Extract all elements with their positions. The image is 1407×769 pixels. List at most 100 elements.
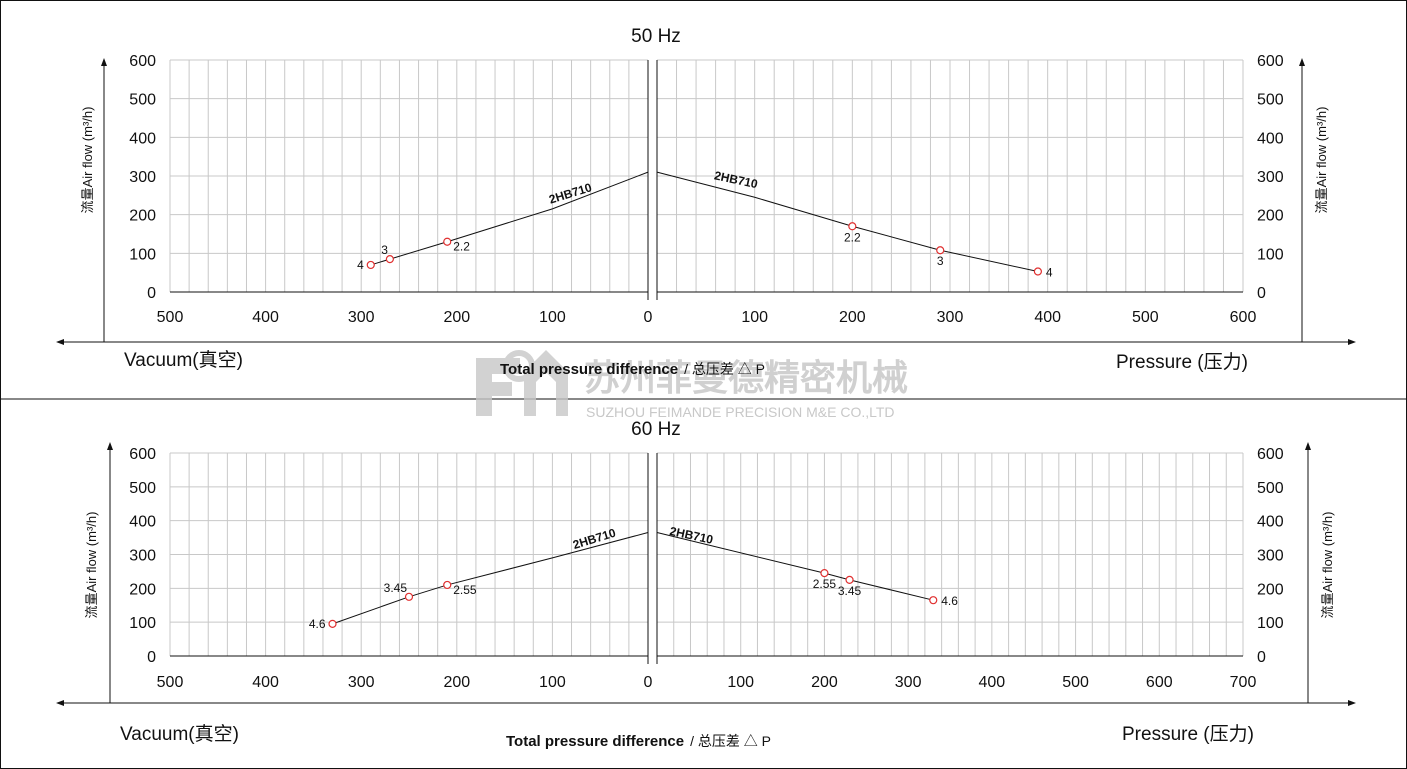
data-point-marker bbox=[366, 260, 375, 270]
y-tick-label-right: 600 bbox=[1257, 446, 1284, 463]
logo-gear bbox=[503, 350, 535, 382]
vacuum-x-tick-label: 0 bbox=[644, 674, 653, 691]
y-axis-title-left: 流量Air flow (m³/h) bbox=[80, 107, 95, 214]
right-arrow-icon bbox=[1348, 339, 1356, 345]
data-point-marker bbox=[820, 569, 829, 578]
y-tick-label-left: 300 bbox=[129, 548, 156, 565]
y-tick-label-left: 0 bbox=[147, 285, 156, 302]
data-point-label: 3 bbox=[937, 254, 944, 268]
data-point-marker bbox=[328, 619, 337, 628]
y-tick-label-right: 0 bbox=[1257, 285, 1266, 302]
data-point-marker bbox=[385, 255, 394, 264]
data-point-marker bbox=[929, 596, 938, 605]
data-point-marker bbox=[443, 237, 452, 246]
vacuum-x-tick-label: 300 bbox=[348, 674, 375, 691]
series-name-label: 2HB710 bbox=[571, 526, 618, 552]
data-point-label: 4 bbox=[357, 258, 364, 272]
y-tick-label-right: 100 bbox=[1257, 615, 1284, 632]
data-point-marker bbox=[404, 592, 414, 601]
y-tick-label-left: 200 bbox=[129, 581, 156, 598]
pressure-label: Pressure (压力) bbox=[1122, 723, 1254, 745]
vacuum-x-tick-label: 400 bbox=[252, 674, 279, 691]
y-tick-label-left: 500 bbox=[129, 92, 156, 109]
vacuum-x-tick-label: 100 bbox=[539, 309, 566, 326]
pressure-x-tick-label: 400 bbox=[1034, 309, 1061, 326]
pressure-x-tick-label: 100 bbox=[727, 674, 754, 691]
x-axis-title-cn: / 总压差 △ P bbox=[684, 361, 765, 377]
y-tick-label-right: 500 bbox=[1257, 480, 1284, 497]
data-point-label: 3.45 bbox=[384, 581, 408, 595]
data-point-label: 4.6 bbox=[309, 617, 326, 631]
data-point-marker bbox=[443, 580, 452, 590]
vacuum-x-tick-label: 500 bbox=[157, 309, 184, 326]
left-arrow-icon bbox=[56, 339, 64, 345]
data-point-label: 3 bbox=[381, 243, 388, 257]
vacuum-x-tick-label: 300 bbox=[348, 309, 375, 326]
watermark: 苏州菲曼德精密机械 SUZHOU FEIMANDE PRECISION M&E C… bbox=[476, 350, 908, 420]
y-tick-label-left: 500 bbox=[129, 480, 156, 497]
pressure-x-tick-label: 200 bbox=[839, 309, 866, 326]
watermark-cn: 苏州菲曼德精密机械 bbox=[584, 357, 908, 398]
y-tick-label-left: 400 bbox=[129, 130, 156, 147]
y-tick-label-left: 400 bbox=[129, 514, 156, 531]
y-tick-label-left: 300 bbox=[129, 169, 156, 186]
y-axis-title-right: 流量Air flow (m³/h) bbox=[1320, 512, 1335, 619]
y-tick-label-right: 200 bbox=[1257, 208, 1284, 225]
x-axis-title: Total pressure difference / 总压差 △ P bbox=[506, 733, 771, 750]
pressure-x-tick-label: 300 bbox=[895, 674, 922, 691]
y-tick-label-right: 400 bbox=[1257, 130, 1284, 147]
watermark-en: SUZHOU FEIMANDE PRECISION M&E CO.,LTD bbox=[586, 404, 895, 420]
y-tick-label-right: 500 bbox=[1257, 92, 1284, 109]
feimande-logo-icon bbox=[476, 350, 568, 416]
pressure-x-tick-label: 600 bbox=[1146, 674, 1173, 691]
series-name-label: 2HB710 bbox=[547, 180, 594, 206]
pressure-x-tick-label: 600 bbox=[1230, 309, 1257, 326]
vacuum-x-tick-label: 200 bbox=[443, 674, 470, 691]
data-point-marker bbox=[936, 246, 945, 255]
logo-bar bbox=[476, 382, 512, 396]
pressure-x-tick-label: 200 bbox=[811, 674, 838, 691]
chart-title: 60 Hz bbox=[631, 419, 681, 440]
vacuum-x-tick-label: 100 bbox=[539, 674, 566, 691]
left-arrow-icon bbox=[56, 700, 64, 706]
y-tick-label-left: 600 bbox=[129, 53, 156, 70]
y-tick-label-right: 0 bbox=[1257, 649, 1266, 666]
data-point-label: 2.55 bbox=[453, 583, 477, 597]
y-tick-label-left: 600 bbox=[129, 446, 156, 463]
grid bbox=[169, 59, 1244, 293]
data-point-marker bbox=[845, 575, 854, 584]
chart-title: 50 Hz bbox=[631, 26, 681, 47]
y-tick-label-right: 100 bbox=[1257, 246, 1284, 263]
data-point-label: 3.45 bbox=[838, 584, 862, 598]
right-arrow-icon bbox=[1348, 700, 1356, 706]
x-axis-title-en: Total pressure difference bbox=[500, 361, 678, 378]
x-axis-title: Total pressure difference / 总压差 △ P bbox=[500, 361, 765, 378]
data-point-label: 2.55 bbox=[813, 577, 837, 591]
y-tick-label-right: 600 bbox=[1257, 53, 1284, 70]
pressure-x-tick-label: 500 bbox=[1062, 674, 1089, 691]
up-arrow-icon bbox=[101, 58, 107, 66]
vacuum-x-tick-label: 400 bbox=[252, 309, 279, 326]
up-arrow-icon bbox=[1305, 442, 1311, 450]
series-line bbox=[656, 171, 1039, 272]
data-point-label: 4.6 bbox=[941, 594, 958, 608]
y-tick-label-left: 0 bbox=[147, 649, 156, 666]
data-point-label: 2.2 bbox=[844, 230, 861, 244]
vacuum-x-tick-label: 0 bbox=[644, 309, 653, 326]
y-tick-label-right: 400 bbox=[1257, 514, 1284, 531]
vacuum-x-tick-label: 500 bbox=[157, 674, 184, 691]
y-tick-label-right: 200 bbox=[1257, 581, 1284, 598]
pressure-x-tick-label: 300 bbox=[937, 309, 964, 326]
x-axis-title-cn: / 总压差 △ P bbox=[690, 733, 771, 749]
y-tick-label-left: 200 bbox=[129, 208, 156, 225]
up-arrow-icon bbox=[107, 442, 113, 450]
up-arrow-icon bbox=[1299, 58, 1305, 66]
x-axis-title-en: Total pressure difference bbox=[506, 733, 684, 750]
series-line bbox=[656, 532, 934, 601]
pressure-x-tick-label: 700 bbox=[1230, 674, 1257, 691]
logo-arch bbox=[524, 350, 568, 416]
y-tick-label-right: 300 bbox=[1257, 169, 1284, 186]
data-point-marker bbox=[1033, 267, 1043, 276]
